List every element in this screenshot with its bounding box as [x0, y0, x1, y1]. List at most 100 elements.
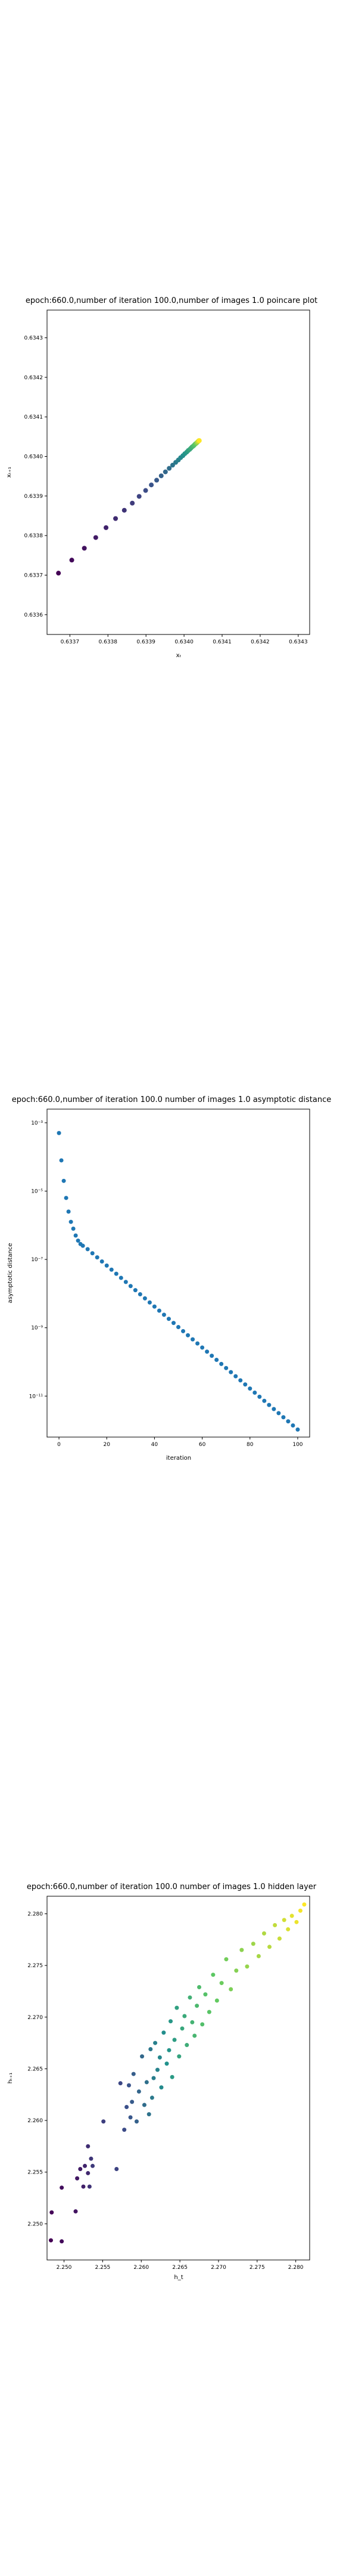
- data-point: [172, 1321, 176, 1325]
- data-point: [167, 2048, 171, 2052]
- y-tick-label: 2.275: [27, 1963, 43, 1969]
- y-tick-label: 0.6342: [24, 375, 43, 381]
- data-point: [104, 525, 108, 530]
- data-point: [62, 1179, 66, 1183]
- y-tick-label: 10⁻⁷: [31, 1257, 43, 1263]
- data-point: [101, 2119, 105, 2123]
- y-tick-label: 0.6337: [24, 572, 43, 578]
- data-point: [119, 1276, 123, 1280]
- plot-frame: [47, 1896, 310, 2260]
- data-point: [186, 1333, 190, 1337]
- data-point: [200, 1345, 204, 1349]
- x-tick-label: 0.6337: [61, 639, 80, 645]
- data-point: [158, 2055, 162, 2060]
- data-point: [245, 1964, 249, 1968]
- y-tick-label: 10⁻⁵: [31, 1189, 43, 1195]
- data-point: [281, 1415, 285, 1419]
- data-point: [60, 1158, 64, 1162]
- data-point: [148, 2047, 152, 2051]
- data-point: [233, 1374, 238, 1379]
- data-point: [137, 2089, 141, 2094]
- y-tick-label: 0.6339: [24, 494, 43, 500]
- x-axis-label: iteration: [166, 1455, 191, 1462]
- data-point: [286, 1419, 290, 1423]
- data-point: [188, 1995, 192, 1999]
- y-tick-label: 10⁻¹¹: [29, 1394, 43, 1400]
- data-point: [185, 2043, 189, 2047]
- data-point: [147, 2112, 151, 2116]
- data-point: [95, 1255, 99, 1259]
- data-point: [239, 1948, 244, 1952]
- plot-frame: [47, 1109, 310, 1437]
- data-point: [191, 1337, 195, 1342]
- data-point: [286, 1927, 290, 1931]
- data-point: [74, 1233, 78, 1237]
- data-point: [70, 558, 74, 562]
- data-point: [282, 1918, 286, 1922]
- data-point: [93, 535, 98, 540]
- data-point: [86, 1247, 90, 1251]
- y-tick-label: 10⁻⁹: [31, 1326, 43, 1332]
- data-point: [67, 1209, 71, 1213]
- data-point: [78, 2167, 82, 2171]
- x-tick-label: 2.250: [57, 2265, 72, 2271]
- data-point: [224, 1957, 228, 1961]
- x-tick-label: 2.265: [172, 2265, 188, 2271]
- y-tick-label: 2.280: [27, 1911, 43, 1917]
- data-point: [161, 2030, 166, 2035]
- data-point: [64, 1196, 68, 1200]
- y-axis-label: xₜ₊₁: [6, 467, 13, 478]
- data-point: [195, 2004, 199, 2008]
- data-point: [219, 1362, 223, 1366]
- data-point: [73, 2209, 77, 2213]
- data-point: [257, 1395, 261, 1399]
- data-point: [214, 1358, 219, 1362]
- data-point: [132, 2072, 136, 2076]
- data-point: [151, 2076, 155, 2080]
- data-point: [88, 2184, 92, 2188]
- data-point: [148, 1301, 152, 1305]
- data-point: [273, 1923, 277, 1927]
- data-point: [100, 1259, 104, 1264]
- data-point: [290, 1914, 294, 1918]
- data-point: [122, 2128, 126, 2132]
- y-tick-label: 2.265: [27, 2066, 43, 2072]
- data-point: [127, 2083, 131, 2088]
- data-point: [272, 1407, 276, 1411]
- data-point: [143, 1296, 147, 1301]
- x-tick-label: 100: [292, 1442, 303, 1448]
- axis-ticks: 0 20 40 60 80 100 10⁻³ 10⁻⁵ 10⁻⁷ 10⁻⁹ 10⁻¹¹: [29, 1120, 303, 1448]
- data-point: [153, 2041, 157, 2045]
- data-point: [262, 1399, 266, 1403]
- scatter-points: [57, 1131, 300, 1432]
- x-tick-label: 2.270: [211, 2265, 226, 2271]
- x-tick-label: 2.255: [95, 2265, 111, 2271]
- data-point: [149, 482, 154, 487]
- data-point: [267, 1945, 272, 1949]
- plot-frame: [47, 310, 310, 634]
- data-point: [133, 1288, 138, 1292]
- data-point: [291, 1423, 295, 1428]
- data-point: [205, 1349, 209, 1354]
- data-point: [110, 1268, 114, 1272]
- data-point: [197, 1985, 201, 1989]
- data-point: [129, 1284, 133, 1288]
- x-tick-label: 0.6342: [251, 639, 270, 645]
- data-point: [211, 1973, 215, 1977]
- y-tick-label: 0.6338: [24, 533, 43, 539]
- data-point: [86, 2144, 90, 2148]
- data-point: [138, 1292, 142, 1296]
- data-point: [159, 2085, 163, 2089]
- x-axis-label: xₜ: [176, 652, 182, 659]
- poincare-plot: epoch:660.0,number of iteration 100.0,nu…: [0, 292, 343, 662]
- data-point: [122, 508, 127, 513]
- data-point: [197, 438, 202, 443]
- data-point: [76, 1239, 80, 1243]
- data-point: [129, 2115, 133, 2119]
- data-point: [119, 2081, 123, 2085]
- data-point: [83, 2164, 87, 2168]
- data-point: [169, 2019, 173, 2023]
- x-tick-label: 20: [104, 1442, 111, 1448]
- data-point: [177, 2054, 181, 2058]
- data-point: [248, 1386, 252, 1391]
